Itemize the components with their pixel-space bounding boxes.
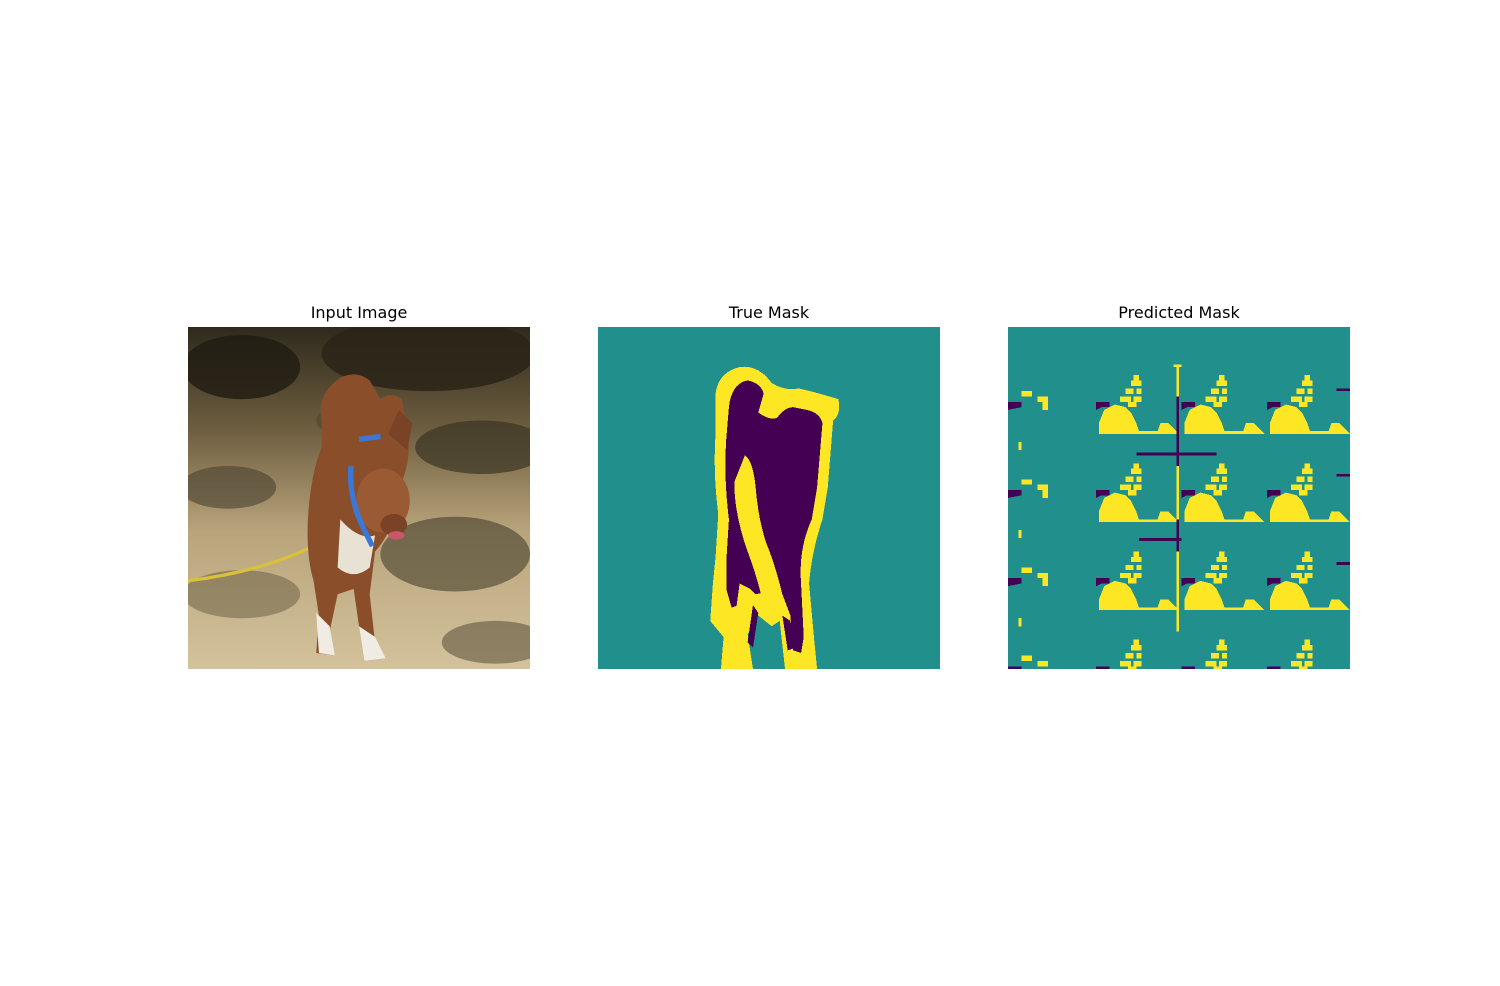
true-mask-image: [598, 327, 940, 669]
input-dog-photo: [188, 327, 530, 669]
predicted-mask-image: [1008, 327, 1350, 669]
predicted-mask-title: Predicted Mask: [1118, 303, 1240, 322]
input-image-title: Input Image: [310, 303, 408, 322]
true-mask-title: True Mask: [728, 303, 810, 322]
